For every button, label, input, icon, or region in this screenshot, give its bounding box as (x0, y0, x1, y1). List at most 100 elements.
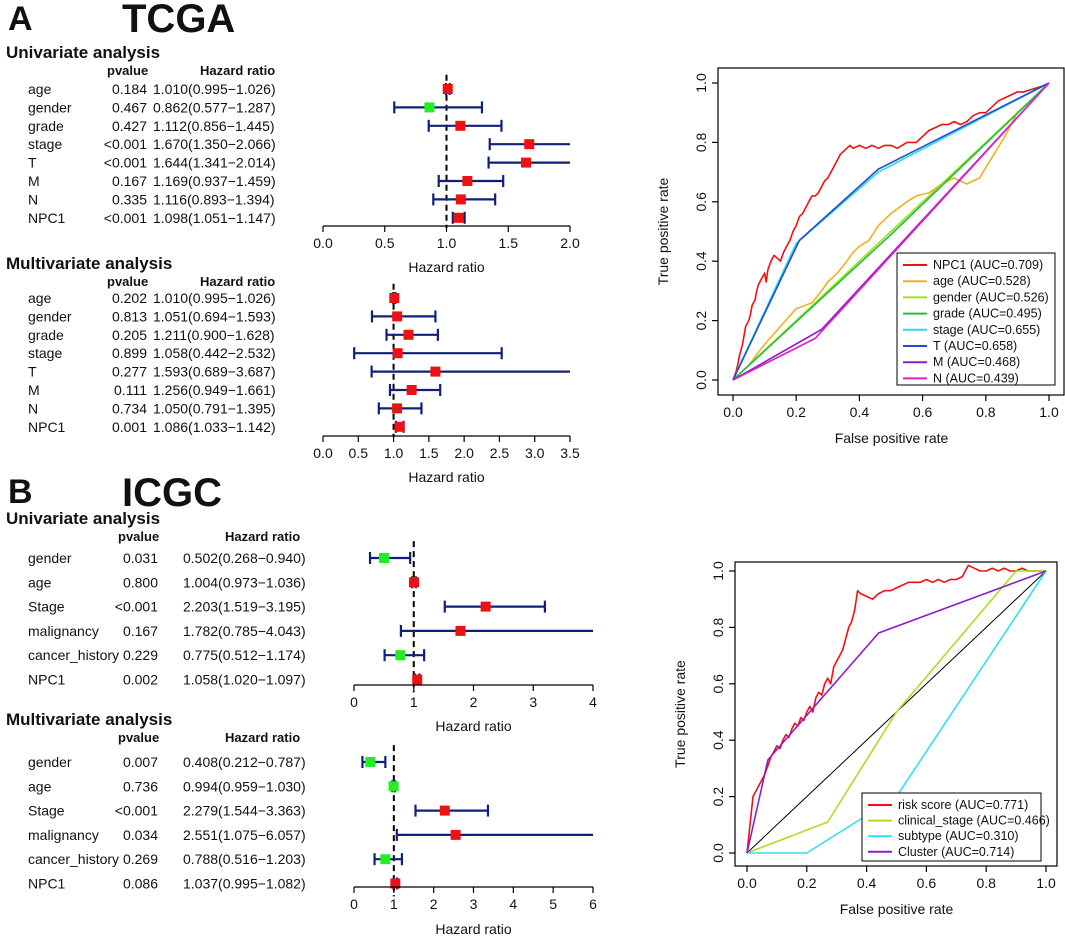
hazard-ratio-point (389, 293, 400, 303)
hazard-ratio-cell: 0.788(0.516−1.203) (183, 851, 306, 867)
legend-entry: risk score (AUC=0.771) (898, 798, 1028, 812)
hazard-ratio-point (450, 829, 461, 840)
legend-entry: age (AUC=0.528) (933, 274, 1031, 288)
x-tick-label: 3.5 (560, 445, 580, 461)
x-tick-label: 0.2 (797, 875, 817, 891)
forest-section-title: Multivariate analysis (6, 254, 172, 273)
x-axis-label: Hazard ratio (408, 259, 484, 275)
hazard-ratio-point (455, 120, 466, 131)
variable-label: age (28, 290, 52, 306)
x-tick-label: 3 (529, 694, 537, 710)
forest-section-title: Univariate analysis (6, 509, 160, 528)
hazard-ratio-cell: 1.256(0.949−1.661) (153, 382, 276, 398)
pvalue-column-header: pvalue (107, 63, 148, 78)
legend-entry: NPC1 (AUC=0.709) (933, 258, 1043, 272)
hazard-ratio-cell: 1.211(0.900−1.628) (153, 327, 275, 343)
variable-label: M (28, 382, 40, 398)
pvalue-cell: 0.736 (123, 778, 158, 794)
x-tick-label: 0 (350, 694, 358, 710)
pvalue-cell: 0.229 (123, 647, 158, 663)
hazard-ratio-point (439, 805, 450, 816)
x-tick-label: 2.0 (454, 445, 474, 461)
hazard-ratio-point (412, 674, 423, 685)
hazard-ratio-point (453, 212, 464, 223)
legend-entry: gender (AUC=0.526) (933, 290, 1049, 304)
legend-entry: M (AUC=0.468) (933, 355, 1020, 369)
pvalue-cell: 0.111 (114, 382, 147, 398)
hazard-ratio-column-header: Hazard ratio (200, 63, 275, 78)
x-tick-label: 6 (589, 896, 597, 912)
legend-entry: stage (AUC=0.655) (933, 323, 1040, 337)
variable-label: cancer_history (28, 851, 119, 867)
hazard-ratio-point (394, 421, 405, 432)
x-tick-label: 0.8 (976, 404, 996, 420)
pvalue-cell: 0.167 (112, 173, 147, 189)
forest-section-title: Multivariate analysis (6, 710, 172, 729)
hazard-ratio-cell: 1.058(1.020−1.097) (183, 672, 306, 688)
hazard-ratio-point (480, 601, 491, 612)
roc-curve (732, 82, 1050, 381)
pvalue-cell: 0.813 (112, 308, 147, 324)
hazard-ratio-point (380, 854, 391, 865)
x-tick-label: 0.8 (976, 875, 996, 891)
x-tick-label: 5 (549, 896, 557, 912)
hazard-ratio-cell: 0.502(0.268−0.940) (183, 550, 306, 566)
variable-label: gender (28, 308, 72, 324)
panel-b-letter: B (8, 473, 33, 511)
hazard-ratio-point (388, 781, 399, 792)
legend-entry: N (AUC=0.439) (933, 371, 1019, 385)
hazard-ratio-cell: 2.279(1.544−3.363) (183, 803, 306, 819)
legend-entry: subtype (AUC=0.310) (898, 829, 1019, 843)
hazard-ratio-cell: 0.862(0.577−1.287) (153, 99, 276, 115)
pvalue-cell: 0.001 (112, 419, 147, 435)
tcga-roc-plot: 0.0 0.2 0.4 0.6 0.8 1.0 0.0 0.2 0.4 0.6 0.8 1.0 Fals… (655, 67, 1065, 446)
variable-label: grade (28, 327, 64, 343)
x-tick-label: 1.0 (1036, 875, 1056, 891)
x-tick-label: 1.0 (437, 235, 457, 251)
legend-entry: grade (AUC=0.495) (933, 307, 1042, 321)
hazard-ratio-cell: 1.116(0.893−1.394) (153, 191, 275, 207)
x-tick-label: 0.6 (913, 404, 933, 420)
pvalue-cell: 0.269 (123, 851, 158, 867)
pvalue-cell: 0.800 (123, 574, 158, 590)
variable-label: N (28, 400, 38, 416)
hazard-ratio-cell: 0.408(0.212−0.787) (183, 754, 306, 770)
y-tick-label: 1.0 (710, 561, 726, 581)
x-tick-label: 0.2 (786, 404, 806, 420)
y-axis-label: True positive rate (672, 660, 688, 768)
hazard-ratio-cell: 1.782(0.785−4.043) (183, 623, 306, 639)
plot-frame (734, 561, 1058, 867)
pvalue-cell: 0.277 (112, 364, 147, 380)
hazard-ratio-point (524, 139, 535, 150)
hazard-ratio-cell: 2.203(1.519−3.195) (183, 599, 306, 615)
y-tick-label: 0.8 (710, 617, 726, 637)
hazard-ratio-point (392, 311, 403, 322)
hazard-ratio-cell: 1.169(0.937−1.459) (153, 173, 276, 189)
legend-entry: T (AUC=0.658) (933, 339, 1017, 353)
roc-curve (746, 570, 1047, 854)
x-tick-label: 3 (470, 896, 478, 912)
hazard-ratio-point (390, 878, 401, 889)
roc-curve (732, 82, 1050, 381)
x-tick-label: 2.5 (490, 445, 510, 461)
y-tick-label: 1.0 (693, 73, 709, 93)
x-tick-label: 0.6 (917, 875, 937, 891)
x-tick-label: 2.0 (560, 235, 580, 251)
y-tick-label: 0.0 (693, 370, 709, 390)
hazard-ratio-point (406, 385, 417, 395)
y-tick-label: 0.2 (710, 787, 726, 807)
y-tick-label: 0.6 (710, 674, 726, 694)
x-axis-label: Hazard ratio (435, 921, 511, 937)
pvalue-cell: <0.001 (104, 155, 147, 171)
x-tick-label: 0.0 (313, 235, 333, 251)
pvalue-column-header: pvalue (107, 274, 148, 289)
x-tick-label: 0.0 (313, 445, 333, 461)
hazard-ratio-cell: 1.098(1.051−1.147) (153, 210, 276, 226)
variable-label: age (28, 81, 52, 97)
y-axis-label: True positive rate (655, 177, 671, 285)
hazard-ratio-point (392, 403, 403, 414)
variable-label: NPC1 (28, 876, 66, 892)
x-tick-label: 0.5 (375, 235, 395, 251)
